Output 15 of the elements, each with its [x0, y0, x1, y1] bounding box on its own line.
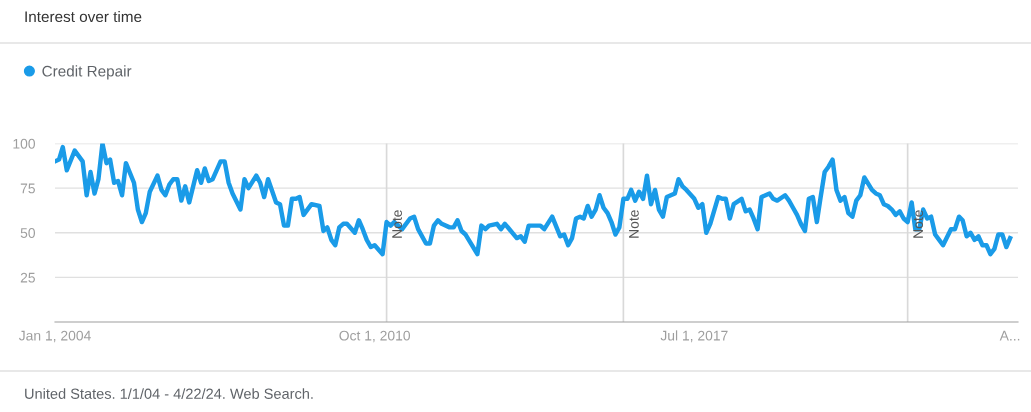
x-tick-label: A... [999, 330, 1020, 341]
text: United States. 1/1/04 - 4/22/24. Web Search. [25, 388, 313, 399]
legend-label: Credit Repair [42, 65, 132, 80]
y-tick-label: 50 [20, 228, 36, 238]
ref-line-label: Note [392, 210, 402, 238]
y-tick-label: 25 [20, 272, 35, 283]
chart-title: Interest over time [25, 10, 142, 23]
x-tick-label: Oct 1, 2010 [339, 330, 411, 343]
ref-line-label: Note [629, 210, 639, 238]
y-tick-label: 75 [20, 183, 35, 194]
y-tick-label: 100 [13, 138, 36, 149]
ref-line-label: Note [913, 210, 924, 238]
x-tick-label: Jan 1, 2004 [18, 330, 91, 343]
x-tick-label: Jul 1, 2017 [660, 330, 728, 343]
line-series [55, 143, 1013, 257]
